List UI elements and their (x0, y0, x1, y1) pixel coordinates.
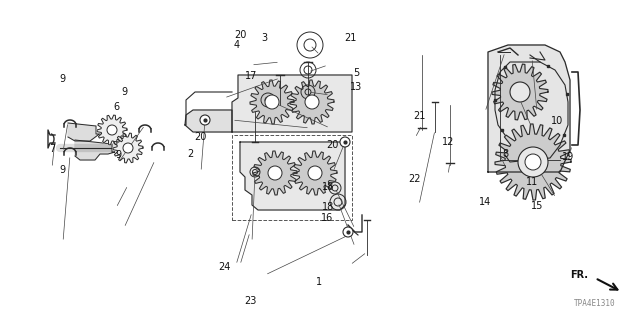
Text: 2: 2 (188, 149, 194, 159)
Text: 16: 16 (321, 212, 333, 223)
Polygon shape (290, 80, 334, 124)
Text: 23: 23 (244, 296, 257, 307)
Circle shape (510, 82, 530, 102)
Text: 9: 9 (115, 150, 122, 160)
Text: 6: 6 (113, 102, 120, 112)
Polygon shape (492, 64, 548, 120)
Text: 17: 17 (245, 71, 258, 81)
Polygon shape (232, 75, 352, 132)
Text: 1: 1 (316, 277, 322, 287)
Polygon shape (185, 110, 232, 132)
Circle shape (343, 227, 353, 237)
Circle shape (340, 137, 350, 147)
Text: FR.: FR. (570, 270, 588, 280)
Polygon shape (75, 140, 115, 160)
Text: 20: 20 (326, 140, 339, 150)
Text: 21: 21 (344, 33, 357, 43)
Polygon shape (250, 80, 294, 124)
Text: 10: 10 (550, 116, 563, 126)
Polygon shape (68, 123, 108, 141)
Text: 24: 24 (218, 262, 230, 272)
Circle shape (200, 115, 210, 125)
Text: 12: 12 (442, 137, 454, 148)
Text: 19: 19 (562, 152, 575, 163)
Text: TPA4E1310: TPA4E1310 (573, 299, 615, 308)
Bar (232, 135, 352, 220)
Text: 18: 18 (322, 202, 335, 212)
Polygon shape (113, 133, 143, 163)
Circle shape (308, 166, 322, 180)
Circle shape (123, 143, 133, 153)
Text: 5: 5 (353, 68, 359, 78)
Text: 9: 9 (122, 87, 128, 97)
Polygon shape (488, 45, 570, 172)
Circle shape (268, 166, 282, 180)
Text: 4: 4 (234, 40, 240, 51)
Text: 3: 3 (261, 33, 268, 43)
Text: 9: 9 (60, 74, 66, 84)
Text: 14: 14 (479, 197, 492, 207)
Circle shape (305, 95, 319, 109)
Circle shape (525, 154, 541, 170)
Text: 15: 15 (531, 201, 544, 212)
Text: 9: 9 (60, 165, 66, 175)
Text: 8: 8 (502, 148, 509, 159)
Polygon shape (253, 151, 297, 195)
Text: 7: 7 (49, 144, 56, 154)
Text: 13: 13 (350, 82, 363, 92)
Polygon shape (97, 115, 127, 145)
Polygon shape (240, 142, 345, 210)
Circle shape (107, 125, 117, 135)
Text: 22: 22 (408, 174, 421, 184)
Text: 11: 11 (526, 177, 539, 188)
Polygon shape (293, 151, 337, 195)
Text: 20: 20 (194, 132, 207, 142)
Circle shape (518, 147, 548, 177)
Text: 18: 18 (322, 182, 335, 192)
Polygon shape (495, 124, 571, 200)
Circle shape (265, 95, 279, 109)
Text: 20: 20 (234, 29, 246, 40)
Text: 21: 21 (413, 111, 426, 121)
